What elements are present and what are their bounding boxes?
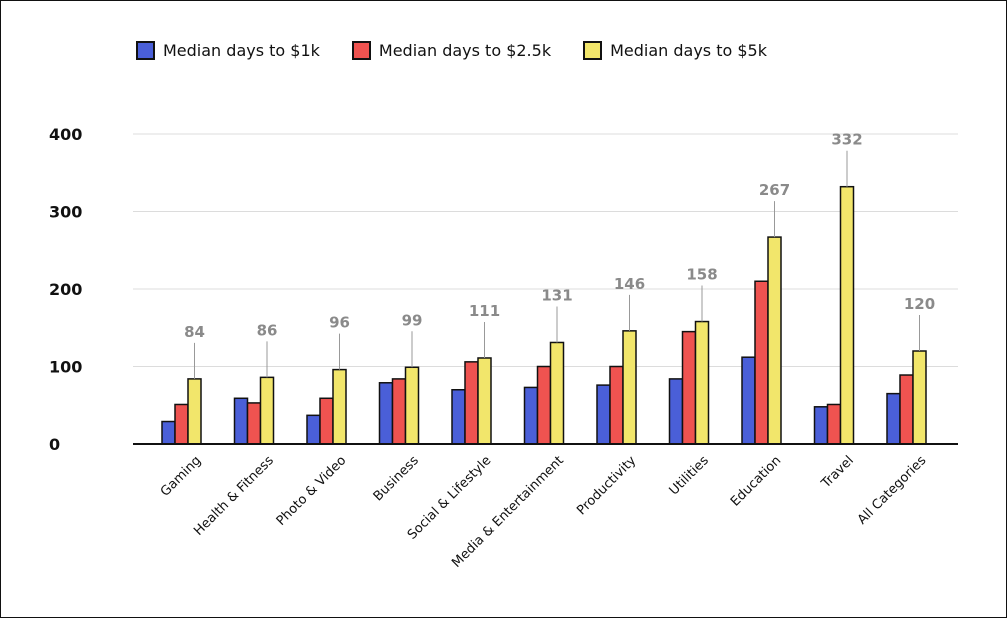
data-label: 120 bbox=[904, 295, 935, 313]
bar bbox=[464, 361, 479, 445]
x-tick-label: Utilities bbox=[667, 453, 712, 498]
bar bbox=[187, 378, 202, 445]
data-label: 84 bbox=[184, 323, 205, 341]
bar bbox=[813, 406, 829, 445]
bar bbox=[319, 397, 334, 445]
bar bbox=[477, 357, 492, 445]
data-label: 158 bbox=[686, 266, 717, 284]
data-label: 111 bbox=[469, 302, 500, 320]
legend: Median days to $1k Median days to $2.5k … bbox=[136, 41, 767, 60]
x-tick-label: Travel bbox=[818, 453, 857, 492]
bar bbox=[549, 341, 565, 445]
bar bbox=[609, 365, 624, 445]
bar bbox=[536, 365, 552, 445]
y-tick-label: 0 bbox=[49, 435, 60, 454]
data-label: 86 bbox=[257, 321, 278, 339]
bar bbox=[332, 368, 347, 445]
bar bbox=[161, 420, 176, 445]
bar bbox=[767, 236, 782, 445]
data-label: 96 bbox=[329, 314, 350, 332]
legend-swatch-5k bbox=[583, 41, 603, 60]
bar bbox=[404, 366, 420, 445]
bar bbox=[246, 402, 262, 445]
data-label: 131 bbox=[541, 286, 572, 304]
legend-item-2-5k: Median days to $2.5k bbox=[351, 41, 552, 60]
data-label: 267 bbox=[759, 181, 790, 199]
bar bbox=[451, 389, 466, 445]
bar bbox=[826, 403, 842, 445]
bar bbox=[899, 374, 914, 445]
legend-label-2-5k: Median days to $2.5k bbox=[378, 41, 552, 60]
legend-label-1k: Median days to $1k bbox=[163, 41, 320, 60]
data-label: 146 bbox=[614, 275, 645, 293]
bar bbox=[668, 378, 684, 445]
legend-swatch-2-5k bbox=[351, 41, 371, 60]
x-tick-label: Health & Fitness bbox=[191, 453, 277, 539]
bar bbox=[886, 392, 901, 445]
x-tick-label: Business bbox=[371, 453, 422, 504]
bar bbox=[681, 330, 697, 445]
x-tick-label: Photo & Video bbox=[274, 453, 350, 529]
bar bbox=[259, 376, 275, 445]
legend-label-5k: Median days to $5k bbox=[610, 41, 767, 60]
bar bbox=[391, 378, 407, 445]
legend-item-5k: Median days to $5k bbox=[583, 41, 767, 60]
bar bbox=[912, 350, 927, 445]
bar bbox=[694, 320, 710, 445]
y-tick-label: 100 bbox=[49, 358, 82, 377]
bar bbox=[596, 384, 611, 445]
legend-swatch-1k bbox=[136, 41, 155, 60]
data-label: 99 bbox=[402, 311, 423, 329]
bar bbox=[741, 356, 756, 445]
y-tick-label: 400 bbox=[49, 125, 82, 144]
legend-item-1k: Median days to $1k bbox=[136, 41, 320, 60]
bar bbox=[622, 330, 637, 445]
data-label: 332 bbox=[831, 131, 862, 149]
y-tick-label: 200 bbox=[49, 280, 82, 299]
bar bbox=[378, 382, 394, 445]
bar bbox=[306, 414, 321, 445]
bar bbox=[523, 386, 539, 445]
x-tick-label: Education bbox=[728, 453, 784, 509]
bar bbox=[174, 403, 189, 445]
bar bbox=[233, 397, 249, 445]
x-tick-label: Productivity bbox=[574, 453, 639, 518]
x-tick-label: Gaming bbox=[158, 453, 205, 500]
bar bbox=[839, 185, 855, 445]
x-tick-label: All Categories bbox=[855, 453, 930, 528]
bar bbox=[754, 280, 769, 445]
y-tick-label: 300 bbox=[49, 203, 82, 222]
